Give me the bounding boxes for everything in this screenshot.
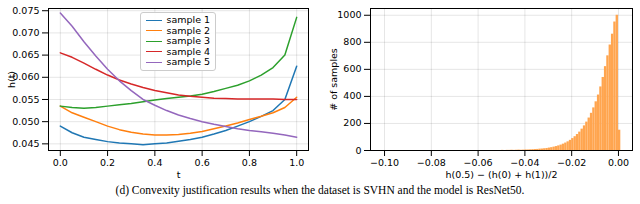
- svg-text:0.4: 0.4: [147, 157, 162, 168]
- svg-text:0.060: 0.060: [12, 71, 40, 83]
- svg-text:0.055: 0.055: [12, 94, 39, 105]
- svg-text:0.065: 0.065: [12, 49, 39, 60]
- svg-text:0.6: 0.6: [195, 157, 210, 168]
- svg-text:600: 600: [343, 63, 361, 74]
- svg-text:−0.10: −0.10: [370, 157, 399, 168]
- svg-text:# of samples: # of samples: [328, 48, 339, 111]
- svg-text:−0.08: −0.08: [417, 157, 446, 168]
- svg-text:−0.06: −0.06: [464, 157, 493, 168]
- svg-text:400: 400: [343, 90, 361, 101]
- svg-text:0.075: 0.075: [12, 5, 39, 16]
- svg-text:h(0.5) − (h(0) + h(1))/2: h(0.5) − (h(0) + h(1))/2: [445, 169, 557, 180]
- html-text:(d) Convexity justification re: (d) Convexity justification results when…: [115, 184, 525, 196]
- svg-text:0.8: 0.8: [242, 157, 257, 168]
- svg-text:800: 800: [343, 36, 361, 47]
- svg-text:0.050: 0.050: [12, 116, 39, 127]
- svg-text:0.2: 0.2: [100, 157, 115, 168]
- svg-text:−0.04: −0.04: [510, 157, 539, 168]
- html-text:sample 4: sample 4: [166, 45, 211, 57]
- svg-text:0.070: 0.070: [12, 27, 39, 38]
- svg-text:1000: 1000: [337, 9, 361, 20]
- svg-text:0.00: 0.00: [608, 157, 629, 168]
- svg-text:−0.02: −0.02: [557, 157, 586, 168]
- svg-text:0.045: 0.045: [12, 138, 39, 149]
- svg-text:1.0: 1.0: [289, 157, 304, 168]
- html-text:sample 2: sample 2: [166, 24, 211, 36]
- svg-text:t: t: [177, 169, 181, 180]
- html-text:sample 3: sample 3: [166, 35, 211, 46]
- svg-text:0: 0: [355, 145, 361, 156]
- html-text:sample 5: sample 5: [166, 56, 211, 67]
- svg-text:0.0: 0.0: [53, 157, 68, 168]
- html-text:sample 1: sample 1: [166, 14, 211, 25]
- svg-text:h(t): h(t): [6, 71, 17, 88]
- svg-text:200: 200: [343, 117, 361, 128]
